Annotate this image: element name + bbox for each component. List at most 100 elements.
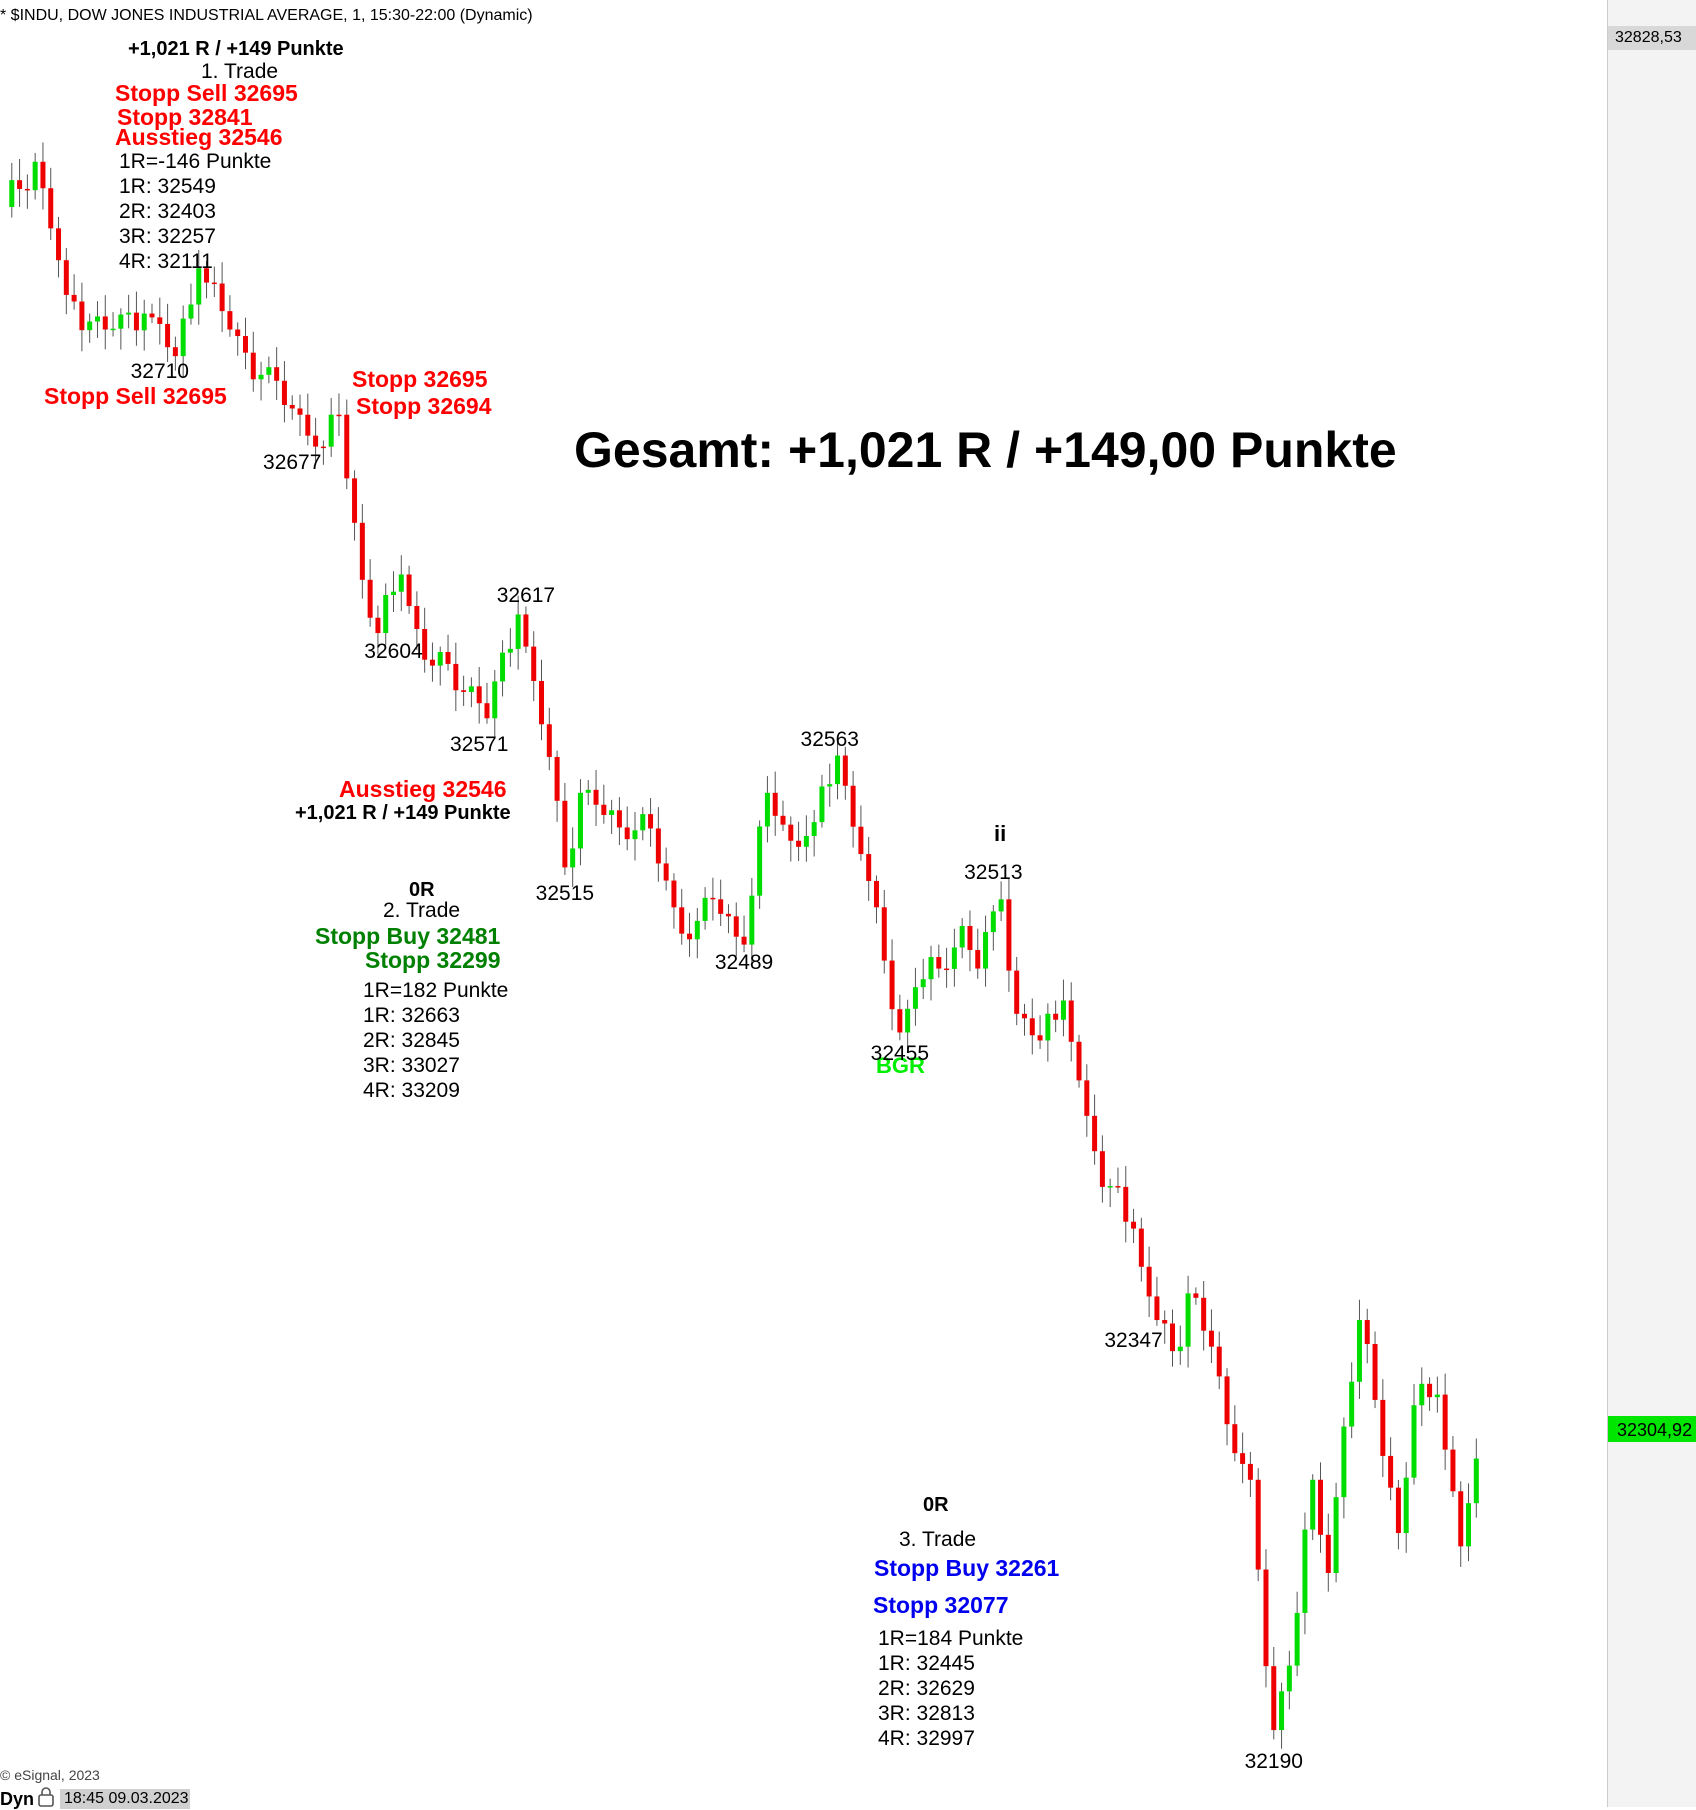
candle	[959, 918, 965, 959]
candle-body-down	[1271, 1666, 1277, 1731]
candle	[632, 812, 638, 861]
candle-body-down	[1146, 1266, 1152, 1297]
candle	[1388, 1437, 1394, 1501]
trade1-result: +1,021 R / +149 Punkte	[128, 38, 344, 60]
candle-body-up	[577, 792, 583, 849]
candle	[944, 947, 950, 988]
candle-body-down	[1170, 1323, 1175, 1352]
candle	[1419, 1367, 1425, 1427]
candle-body-up	[468, 686, 474, 692]
candle	[1232, 1405, 1238, 1462]
candle-body-up	[983, 932, 989, 969]
candle-body-down	[1115, 1186, 1121, 1188]
candle-body-up	[1434, 1394, 1440, 1398]
candle	[1318, 1462, 1324, 1553]
candle	[554, 750, 560, 822]
candle-body-up	[912, 987, 918, 1009]
candle	[133, 291, 139, 346]
candle-body-up	[811, 822, 817, 836]
time-axis[interactable]	[0, 1786, 1607, 1807]
candle	[126, 294, 132, 329]
trade1-stopp: Stopp 32841	[117, 104, 253, 130]
candle-body-up	[398, 574, 404, 592]
candle	[9, 162, 15, 218]
candle	[741, 915, 747, 953]
candle-body-down	[476, 686, 482, 704]
candle	[1201, 1281, 1207, 1351]
candle-body-down	[414, 605, 420, 629]
candle	[258, 361, 264, 401]
candle-body-up	[951, 947, 957, 969]
candle	[920, 958, 926, 1000]
candle	[32, 152, 38, 200]
candle-body-up	[188, 304, 194, 319]
trade3-level-4: 4R: 32997	[878, 1727, 975, 1750]
candle	[63, 247, 69, 315]
candle	[1216, 1331, 1222, 1390]
candle	[165, 303, 171, 362]
candle	[687, 912, 693, 957]
candle-body-down	[250, 352, 256, 380]
candle	[48, 167, 54, 240]
trade1-levels: 1R=-146 Punkte 1R: 32549 2R: 32403 3R: 3…	[119, 149, 271, 274]
candle-body-up	[1107, 1186, 1113, 1188]
candle-body-up	[702, 897, 708, 921]
candle-body-down	[562, 800, 568, 868]
candle-body-down	[1240, 1453, 1246, 1464]
candle	[733, 902, 739, 957]
candle-body-down	[1123, 1186, 1129, 1222]
candle	[905, 999, 911, 1052]
candle	[375, 605, 381, 655]
trade3-level-2: 2R: 32629	[878, 1677, 975, 1700]
candle-body-up	[905, 1008, 911, 1033]
candle	[663, 847, 669, 891]
candle-body-down	[1014, 970, 1020, 1014]
candle-body-down	[1099, 1151, 1105, 1187]
candle-body-down	[367, 579, 373, 618]
candle	[196, 249, 202, 325]
trade3-stopp: Stopp 32077	[873, 1592, 1009, 1618]
candle	[492, 670, 498, 739]
candle	[819, 774, 825, 828]
candle-body-down	[375, 617, 381, 634]
candle-body-up	[1185, 1293, 1191, 1347]
candle	[1170, 1309, 1175, 1367]
candle-body-down	[305, 414, 311, 436]
candle	[570, 827, 576, 887]
candle	[1021, 1003, 1027, 1036]
price-axis[interactable]	[1607, 0, 1696, 1807]
lock-icon[interactable]	[36, 1786, 56, 1807]
candle	[172, 336, 178, 371]
candle	[983, 915, 989, 987]
candle	[1131, 1208, 1137, 1244]
candle	[141, 299, 147, 351]
candle	[951, 928, 957, 987]
candle	[320, 440, 326, 465]
swing-price-label: 32455	[870, 1041, 930, 1065]
trade2-level-0: 1R=182 Punkte	[363, 979, 509, 1002]
candle-body-down	[359, 522, 365, 580]
candle-body-down	[71, 294, 77, 302]
candle	[1037, 1015, 1043, 1049]
candle-body-up	[507, 648, 513, 653]
candle-body-down	[1247, 1463, 1253, 1480]
trade3-level-1: 1R: 32445	[878, 1652, 975, 1675]
candle-body-down	[242, 336, 248, 353]
candle-body-up	[764, 792, 770, 827]
candle	[531, 631, 537, 702]
trade3-level-0: 1R=184 Punkte	[878, 1627, 1024, 1650]
candle-body-down	[1232, 1424, 1238, 1454]
candle-body-up	[391, 591, 396, 595]
candle-body-down	[40, 161, 46, 189]
candle-body-up	[180, 318, 186, 357]
bgr-label: BGR	[876, 1053, 925, 1078]
candle	[975, 928, 981, 979]
candle	[1045, 1003, 1051, 1062]
trade1-level-2: 2R: 32403	[119, 200, 216, 223]
high-price-marker-box	[1608, 26, 1696, 50]
candle-body-down	[1006, 899, 1012, 971]
candle	[352, 470, 358, 541]
candle	[359, 503, 365, 599]
high-price-marker: 32828,53	[1615, 29, 1682, 46]
candle	[1294, 1591, 1300, 1677]
